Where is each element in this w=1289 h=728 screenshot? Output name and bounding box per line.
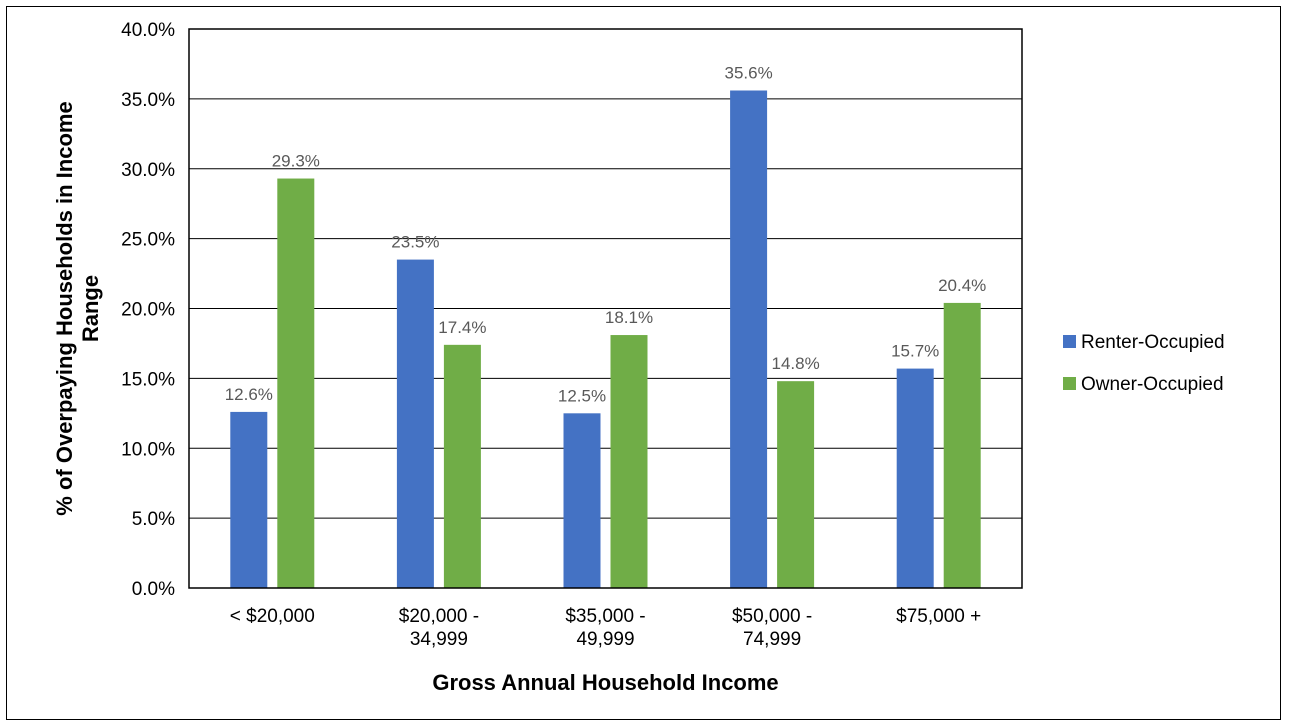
y-tick-label: 35.0% <box>121 90 175 111</box>
x-tick-label-line: < $20,000 <box>230 606 315 627</box>
legend-label: Renter-Occupied <box>1081 332 1225 353</box>
legend: Renter-Occupied Owner-Occupied <box>1063 332 1225 395</box>
data-label: 20.4% <box>938 276 986 295</box>
data-label: 23.5% <box>391 233 439 252</box>
x-tick-label-line: $75,000 + <box>896 606 981 627</box>
x-tick-label: $50,000 -74,999 <box>732 606 812 650</box>
y-axis-ticks: 0.0% 5.0% 10.0% 15.0% 20.0% 25.0% 30.0% 35.0% 40… <box>121 20 175 600</box>
bar-owner-occupied <box>277 178 315 588</box>
y-axis-title: % of Overpaying Households in IncomeRang… <box>52 101 103 515</box>
x-tick-label-line: 74,999 <box>743 629 801 650</box>
x-tick-label: < $20,000 <box>230 606 315 627</box>
data-label: 17.4% <box>438 318 486 337</box>
bar-owner-occupied <box>610 335 648 588</box>
bar-owner-occupied <box>943 302 981 588</box>
data-label: 35.6% <box>724 63 772 82</box>
data-label: 18.1% <box>605 308 653 327</box>
data-labels: 12.6% 29.3% 23.5% 17.4% 12.5% 18.1% 35.6% 14.8%… <box>225 63 987 405</box>
y-tick-label: 40.0% <box>121 20 175 41</box>
y-tick-label: 5.0% <box>132 509 175 530</box>
data-label: 12.5% <box>558 386 606 405</box>
y-tick-label: 20.0% <box>121 300 175 321</box>
plot-area-border <box>188 28 1023 589</box>
x-tick-label-line: $20,000 - <box>399 606 479 627</box>
data-label: 29.3% <box>272 152 320 171</box>
x-tick-label: $75,000 + <box>896 606 981 627</box>
x-axis-ticks: < $20,000 $20,000 -34,999$35,000 -49,999$… <box>230 606 981 650</box>
x-tick-label-line: $35,000 - <box>565 606 645 627</box>
y-tick-label: 0.0% <box>132 579 175 600</box>
legend-swatch <box>1063 377 1076 390</box>
legend-label: Owner-Occupied <box>1081 374 1224 395</box>
x-tick-label-line: 49,999 <box>576 629 634 650</box>
data-label: 14.8% <box>771 354 819 373</box>
bar-renter-occupied <box>563 413 601 588</box>
y-tick-label: 10.0% <box>121 439 175 460</box>
bar-renter-occupied <box>230 411 268 588</box>
legend-swatch <box>1063 335 1076 348</box>
y-tick-label: 30.0% <box>121 160 175 181</box>
bar-owner-occupied <box>443 344 481 588</box>
bar-renter-occupied <box>730 90 768 589</box>
bar-owner-occupied <box>777 381 815 588</box>
x-tick-label: $20,000 -34,999 <box>399 606 479 650</box>
bar-renter-occupied <box>396 259 434 588</box>
bars <box>230 90 981 589</box>
x-tick-label: $35,000 -49,999 <box>565 606 645 650</box>
y-tick-label: 25.0% <box>121 230 175 251</box>
y-tick-label: 15.0% <box>121 369 175 390</box>
data-label: 12.6% <box>225 385 273 404</box>
x-axis-title: Gross Annual Household Income <box>432 670 778 695</box>
y-axis-title-line: % of Overpaying Households in Income <box>52 101 77 515</box>
y-axis-title-line: Range <box>78 275 103 342</box>
data-label: 15.7% <box>891 342 939 361</box>
plot-area <box>188 28 1023 589</box>
x-tick-label-line: 34,999 <box>410 629 468 650</box>
x-tick-label-line: $50,000 - <box>732 606 812 627</box>
bar-renter-occupied <box>896 368 934 588</box>
